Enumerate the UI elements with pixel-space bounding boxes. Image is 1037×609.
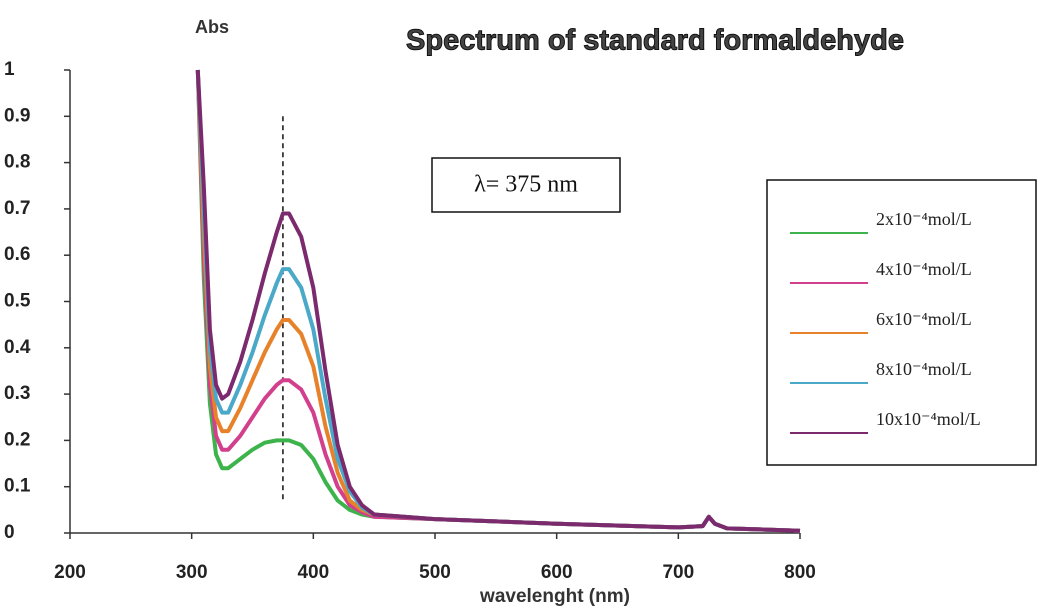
y-tick-label: 0.1	[4, 476, 31, 497]
y-tick-label: 0.2	[4, 429, 30, 450]
x-tick-label: 200	[54, 562, 86, 583]
annotation: λ= 375 nm	[474, 172, 578, 198]
y-tick-label: 0.6	[4, 244, 30, 265]
x-tick-label: 800	[784, 562, 816, 583]
y-tick-label: 1	[4, 59, 15, 80]
y-tick-label: 0.3	[4, 383, 30, 404]
x-tick-label: 600	[541, 562, 573, 583]
series-line	[198, 70, 800, 531]
chart: Spectrum of standard formaldehyde Abs wa…	[0, 0, 1037, 609]
legend-label: 8x10⁻⁴mol/L	[876, 359, 972, 379]
legend-label: 6x10⁻⁴mol/L	[876, 309, 972, 329]
x-axis-label: wavelenght (nm)	[479, 586, 630, 607]
legend-label: 10x10⁻⁴mol/L	[876, 409, 981, 429]
x-tick-label: 300	[176, 562, 208, 583]
y-tick-label: 0.9	[4, 105, 30, 126]
chart-title: Spectrum of standard formaldehyde	[406, 25, 904, 57]
series-line	[198, 70, 800, 531]
y-tick-label: 0.7	[4, 198, 30, 219]
y-tick-label: 0.5	[4, 291, 31, 312]
series-line	[198, 70, 800, 531]
x-tick-label: 500	[419, 562, 451, 583]
y-tick-label: 0.8	[4, 152, 30, 173]
series-line	[198, 70, 800, 531]
x-tick-label: 700	[662, 562, 694, 583]
legend-label: 2x10⁻⁴mol/L	[876, 209, 972, 229]
y-axis-label: Abs	[195, 17, 229, 37]
legend-label: 4x10⁻⁴mol/L	[876, 259, 972, 279]
y-tick-label: 0.4	[4, 337, 31, 358]
series-line	[198, 70, 800, 531]
x-tick-label: 400	[297, 562, 329, 583]
y-tick-label: 0	[4, 522, 15, 543]
